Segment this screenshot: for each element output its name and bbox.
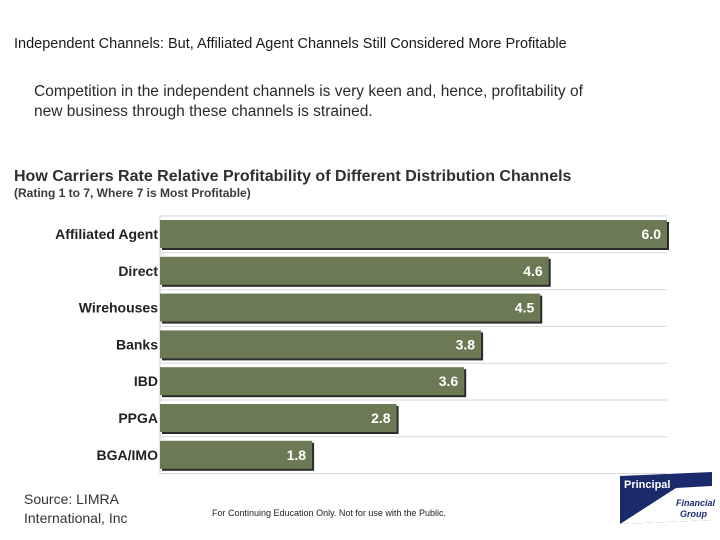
bar bbox=[160, 440, 313, 469]
disclaimer: For Continuing Education Only. Not for u… bbox=[212, 508, 446, 518]
category-label: PPGA bbox=[118, 410, 158, 426]
category-label: BGA/IMO bbox=[97, 447, 159, 463]
bar-chart: Affiliated Agent 6.0 Direct 4.6 Wirehouses 4.… bbox=[55, 215, 669, 475]
logo-word-financial: Financial bbox=[676, 498, 716, 508]
principal-logo: Principal Financial Group bbox=[620, 472, 716, 524]
category-label: IBD bbox=[134, 373, 158, 389]
value-label: 2.8 bbox=[371, 410, 391, 426]
bar bbox=[160, 293, 541, 322]
source-note: Source: LIMRA International, Inc bbox=[24, 490, 128, 528]
source-line-2: International, Inc bbox=[24, 510, 128, 526]
bar bbox=[160, 220, 667, 248]
value-label: 1.8 bbox=[287, 447, 307, 463]
value-label: 3.8 bbox=[456, 336, 476, 352]
chart-title: How Carriers Rate Relative Profitability… bbox=[14, 168, 572, 185]
source-line-1: Source: LIMRA bbox=[24, 491, 119, 507]
slide-title: Independent Channels: But, Affiliated Ag… bbox=[14, 36, 567, 52]
category-label: Affiliated Agent bbox=[55, 226, 158, 242]
value-label: 4.5 bbox=[515, 300, 535, 316]
logo-word-principal: Principal bbox=[624, 479, 670, 491]
bar bbox=[160, 404, 397, 432]
value-label: 4.6 bbox=[523, 263, 543, 279]
logo-word-group: Group bbox=[680, 509, 707, 519]
chart-bars: Affiliated Agent 6.0 Direct 4.6 Wirehouses 4.… bbox=[55, 220, 669, 471]
chart-subtitle: (Rating 1 to 7, Where 7 is Most Profitab… bbox=[14, 186, 251, 200]
value-label: 3.6 bbox=[439, 373, 459, 389]
bar bbox=[160, 330, 482, 359]
value-label: 6.0 bbox=[642, 226, 662, 242]
category-label: Banks bbox=[116, 336, 158, 352]
logo-swoosh bbox=[620, 486, 712, 524]
category-label: Wirehouses bbox=[79, 300, 158, 316]
bar bbox=[160, 256, 549, 285]
chart-grid bbox=[159, 215, 667, 475]
category-label: Direct bbox=[118, 263, 158, 279]
bar bbox=[160, 367, 465, 396]
slide-subtitle: Competition in the independent channels … bbox=[34, 83, 583, 120]
